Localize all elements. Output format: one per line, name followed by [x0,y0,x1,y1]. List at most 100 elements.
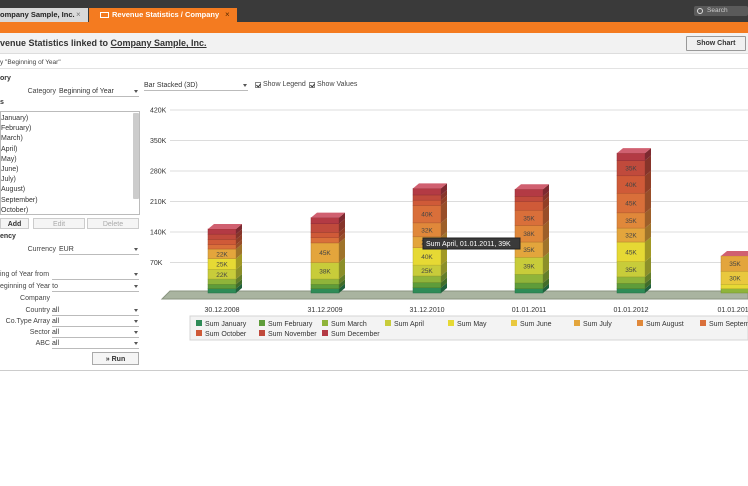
cotype-label: Co.Type Array [5,318,50,325]
bar-top [515,184,549,190]
list-item[interactable]: June) [1,166,19,173]
bar-segment-side [441,189,447,201]
chart-type-select[interactable]: Bar Stacked (3D) [144,81,248,91]
tab-revenue-statistics[interactable]: Revenue Statistics / Company × [89,8,237,22]
tab-company[interactable]: ompany Sample, Inc. × [0,8,88,22]
category-select[interactable]: Beginning of Year [59,87,139,97]
tooltip-text: Sum April, 01.01.2011, 39K [426,241,511,248]
bar-segment [207,244,237,250]
bar-segment-side [543,237,549,258]
bar-segment [207,288,237,294]
bar-segment [616,152,646,161]
divider [0,370,748,371]
year-from-select[interactable] [52,270,139,280]
bar-segment-side [441,200,447,223]
list-item[interactable]: October) [1,206,29,214]
chevron-down-icon [243,84,247,87]
show-values-label: Show Values [317,81,358,88]
data-label: 35K [625,218,637,225]
legend-swatch [574,320,580,326]
delete-button[interactable]: Delete [87,218,139,229]
run-button[interactable]: » Run [92,352,139,365]
bar-segment [310,232,340,238]
scrollbar[interactable] [133,113,139,199]
country-select[interactable]: all [52,306,139,316]
country-label: Country [25,307,50,314]
chevron-down-icon [134,309,138,312]
bar-segment-side [543,277,549,289]
currency-select[interactable]: EUR [59,245,139,255]
show-values-checkbox[interactable] [309,82,315,88]
data-label: 35K [625,166,637,173]
show-chart-button[interactable]: Show Chart [686,36,746,51]
edit-button[interactable]: Edit [33,218,85,229]
section-currency: ency [0,233,16,240]
year-to-select[interactable] [52,282,139,292]
company-link[interactable]: Company Sample, Inc. [110,38,207,48]
list-item[interactable]: July) [1,176,16,184]
legend-label: Sum September [709,321,748,328]
x-tick-label: 31.12.2009 [307,307,342,314]
list-item[interactable]: May) [1,155,17,163]
currency-label: Currency [27,246,56,253]
bar-segment-side [441,282,447,293]
cotype-select[interactable]: all [52,317,139,327]
legend-label: Sum February [268,321,313,328]
bar-segment-side [645,283,651,293]
bar-segment-side [543,205,549,226]
bar-segment-side [645,223,651,243]
chevron-down-icon [134,320,138,323]
bar-segment-side [236,274,242,285]
bar-segment-side [543,220,549,243]
chevron-down-icon [134,248,138,251]
sector-select[interactable]: all [52,328,139,338]
close-icon[interactable]: × [76,10,81,19]
bar-segment [310,217,340,224]
list-item[interactable]: January) [1,115,29,122]
abc-label: ABC [35,340,50,347]
bar-segment [310,278,340,285]
list-item[interactable]: September) [1,196,38,204]
list-item[interactable]: March) [1,135,23,143]
sector-label: Sector [29,329,50,336]
close-icon[interactable]: × [225,10,230,19]
data-label: 45K [319,250,331,257]
country-value: all [52,307,60,314]
abc-select[interactable]: all [52,339,139,349]
bar-segment-side [441,183,447,195]
bar-segment-side [236,279,242,289]
section-list: s [0,99,4,106]
year-from-label: ing of Year from [0,271,50,278]
show-legend-checkbox[interactable] [255,82,261,88]
search-box[interactable]: Search [694,6,748,16]
list-item[interactable]: February) [1,125,32,133]
legend-label: Sum October [205,331,247,338]
legend-label: Sum December [331,331,380,338]
chevron-down-icon [134,331,138,334]
cotype-value: all [52,318,60,325]
list-item[interactable]: April) [1,145,18,153]
x-tick-label: 31.12.2010 [409,307,444,314]
data-label: 32K [625,233,637,240]
data-label: 35K [625,267,637,274]
add-button[interactable]: Add [0,218,29,229]
period-list[interactable]: January) February) March) April) May) Jun… [0,111,140,215]
search-input[interactable]: Search [707,7,728,14]
bar-top [208,223,242,229]
tooltip [422,237,521,250]
bar-segment-side [543,191,549,202]
x-tick-label: 01.01.2011 [512,307,547,314]
x-tick-label: 30.12.2008 [204,307,239,314]
data-label: 40K [625,182,637,189]
legend-label: Sum January [205,321,247,328]
legend-label: Sum March [331,321,367,328]
legend-swatch [259,320,265,326]
list-item[interactable]: August) [1,186,26,194]
section-category: ory [0,75,11,82]
y-tick-label: 210K [150,199,167,206]
data-label: 35K [729,261,741,268]
bar-segment [412,275,442,283]
bar-segment-side [236,229,242,240]
data-label: 25K [216,262,228,269]
